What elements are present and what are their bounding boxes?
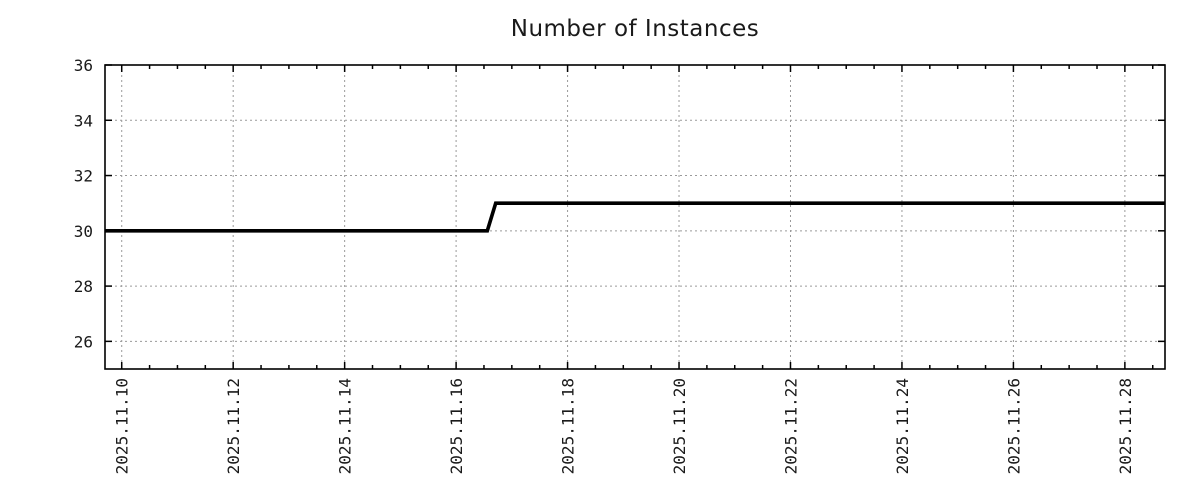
chart-title: Number of Instances (510, 16, 760, 42)
x-axis-tick-label: 2025.11.10 (113, 378, 132, 474)
x-axis-tick-label: 2025.11.28 (1116, 378, 1135, 474)
y-axis-labels: 26 28 30 32 34 36 (74, 56, 93, 351)
x-axis-tick-label: 2025.11.12 (224, 378, 243, 474)
x-axis-tick-label: 2025.11.22 (781, 378, 800, 474)
y-axis-tick-label: 32 (74, 167, 93, 186)
x-axis-tick-label: 2025.11.24 (893, 378, 912, 474)
grid (105, 65, 1165, 369)
y-axis-tick-label: 30 (74, 222, 93, 241)
x-axis-tick-label: 2025.11.20 (670, 378, 689, 474)
tick-marks (105, 64, 1165, 369)
y-axis-tick-label: 36 (74, 56, 93, 75)
x-axis-tick-label: 2025.11.26 (1004, 378, 1023, 474)
y-axis-tick-label: 28 (74, 277, 93, 296)
x-axis-tick-label: 2025.11.16 (447, 378, 466, 474)
x-axis-tick-label: 2025.11.18 (559, 378, 578, 474)
data-line-instances (105, 201, 1165, 233)
y-axis-tick-label: 26 (74, 332, 93, 351)
plot-border (104, 64, 1166, 370)
x-axis-tick-label: 2025.11.14 (336, 378, 355, 474)
x-axis-labels: 2025.11.10 2025.11.12 2025.11.14 2025.11.16… (113, 378, 1135, 474)
y-axis-tick-label: 34 (74, 111, 93, 130)
